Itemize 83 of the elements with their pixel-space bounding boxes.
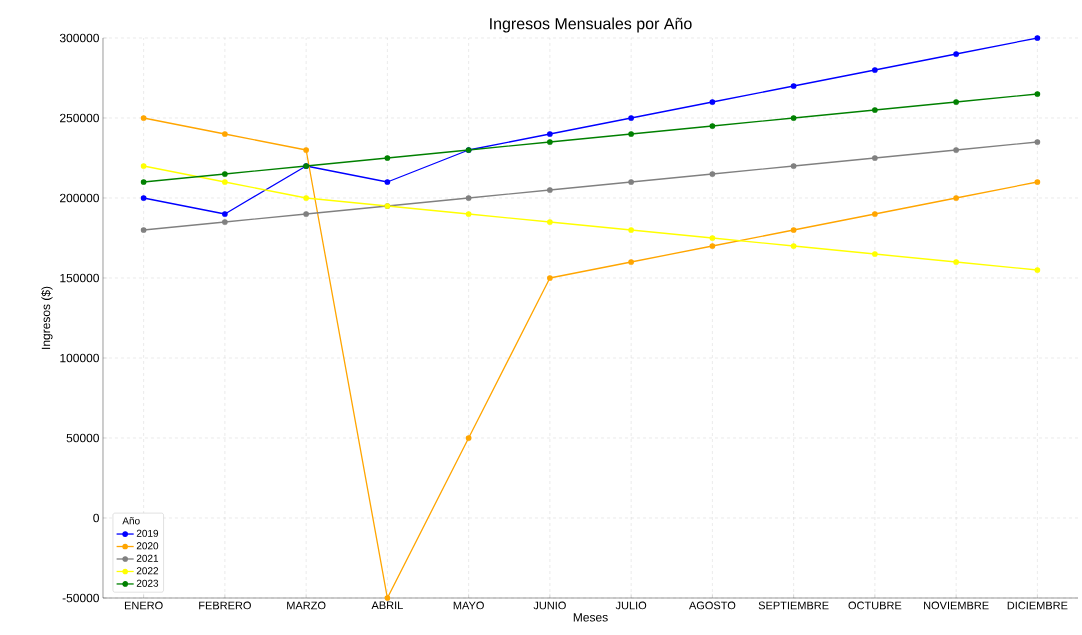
point: [709, 243, 716, 249]
x-tick-label: DICIEMBRE: [1007, 601, 1068, 610]
point: [384, 155, 391, 161]
point: [547, 187, 553, 193]
point: [303, 147, 309, 153]
x-tick-label: SEPTIEMBRE: [758, 601, 829, 610]
point: [628, 131, 634, 137]
point: [709, 99, 716, 105]
point: [709, 171, 716, 177]
point: [222, 131, 228, 137]
point: [790, 163, 797, 169]
point: [1034, 35, 1041, 41]
point: [465, 211, 472, 217]
x-tick-label: NOVIEMBRE: [924, 601, 989, 610]
point: [953, 51, 959, 57]
point: [140, 163, 147, 169]
point: [628, 115, 634, 121]
x-tick-label: JULIO: [615, 601, 647, 610]
point: [140, 179, 147, 185]
point: [953, 259, 959, 265]
y-tick-label: 100000: [60, 353, 99, 363]
x-tick-label: AGOSTO: [688, 601, 736, 610]
legend-title: Año: [122, 517, 140, 525]
point: [303, 211, 309, 217]
point: [1034, 91, 1041, 97]
x-tick-label: MARZO: [287, 601, 326, 610]
legend-label: 2019: [136, 529, 159, 537]
point: [953, 147, 959, 153]
point: [872, 211, 878, 217]
chart-title: Ingresos Mensuales por Año: [490, 17, 692, 33]
x-tick-label: OCTUBRE: [848, 601, 902, 610]
point: [384, 179, 391, 185]
point: [547, 131, 553, 137]
point: [709, 123, 716, 129]
point: [872, 155, 878, 161]
x-tick-label: ENERO: [124, 601, 163, 610]
legend-label: 2022: [136, 567, 159, 575]
x-tick-label: FEBRERO: [199, 601, 251, 610]
point: [628, 259, 634, 265]
point: [547, 139, 553, 145]
point: [953, 195, 959, 201]
point: [303, 195, 309, 201]
y-tick-label: -50000: [62, 593, 99, 603]
point: [790, 227, 797, 233]
legend-label: 2023: [136, 579, 159, 587]
point: [465, 195, 472, 201]
point: [790, 243, 797, 249]
point: [140, 227, 147, 233]
y-tick-label: 50000: [66, 433, 99, 443]
point: [140, 195, 147, 201]
y-tick-label: 150000: [60, 273, 99, 283]
x-tick-label: JUNIO: [533, 601, 566, 610]
x-axis-title: Meses: [573, 613, 608, 622]
point: [1034, 267, 1041, 273]
point: [872, 251, 878, 257]
point: [222, 211, 228, 217]
point: [790, 83, 797, 89]
point: [872, 107, 878, 113]
y-tick-label: 300000: [59, 33, 99, 43]
point: [547, 275, 553, 281]
point: [953, 99, 959, 105]
point: [140, 115, 147, 121]
point: [709, 235, 716, 241]
point: [465, 435, 472, 441]
point: [547, 219, 553, 225]
point: [222, 219, 228, 225]
point: [628, 179, 634, 185]
x-tick-label: ABRIL: [371, 601, 403, 610]
point: [628, 227, 634, 233]
y-tick-label: 0: [93, 513, 99, 523]
legend-label: 2021: [136, 554, 159, 562]
point: [1034, 179, 1041, 185]
y-tick-label: 250000: [60, 113, 99, 123]
y-axis-title: Ingresos ($): [41, 286, 53, 349]
point: [872, 67, 878, 73]
x-tick-label: MAYO: [453, 601, 484, 610]
point: [222, 171, 228, 177]
point: [384, 595, 391, 601]
point: [222, 179, 228, 185]
y-tick-label: 200000: [60, 193, 99, 203]
point: [790, 115, 797, 121]
point: [1034, 139, 1041, 145]
legend-label: 2020: [136, 542, 159, 550]
